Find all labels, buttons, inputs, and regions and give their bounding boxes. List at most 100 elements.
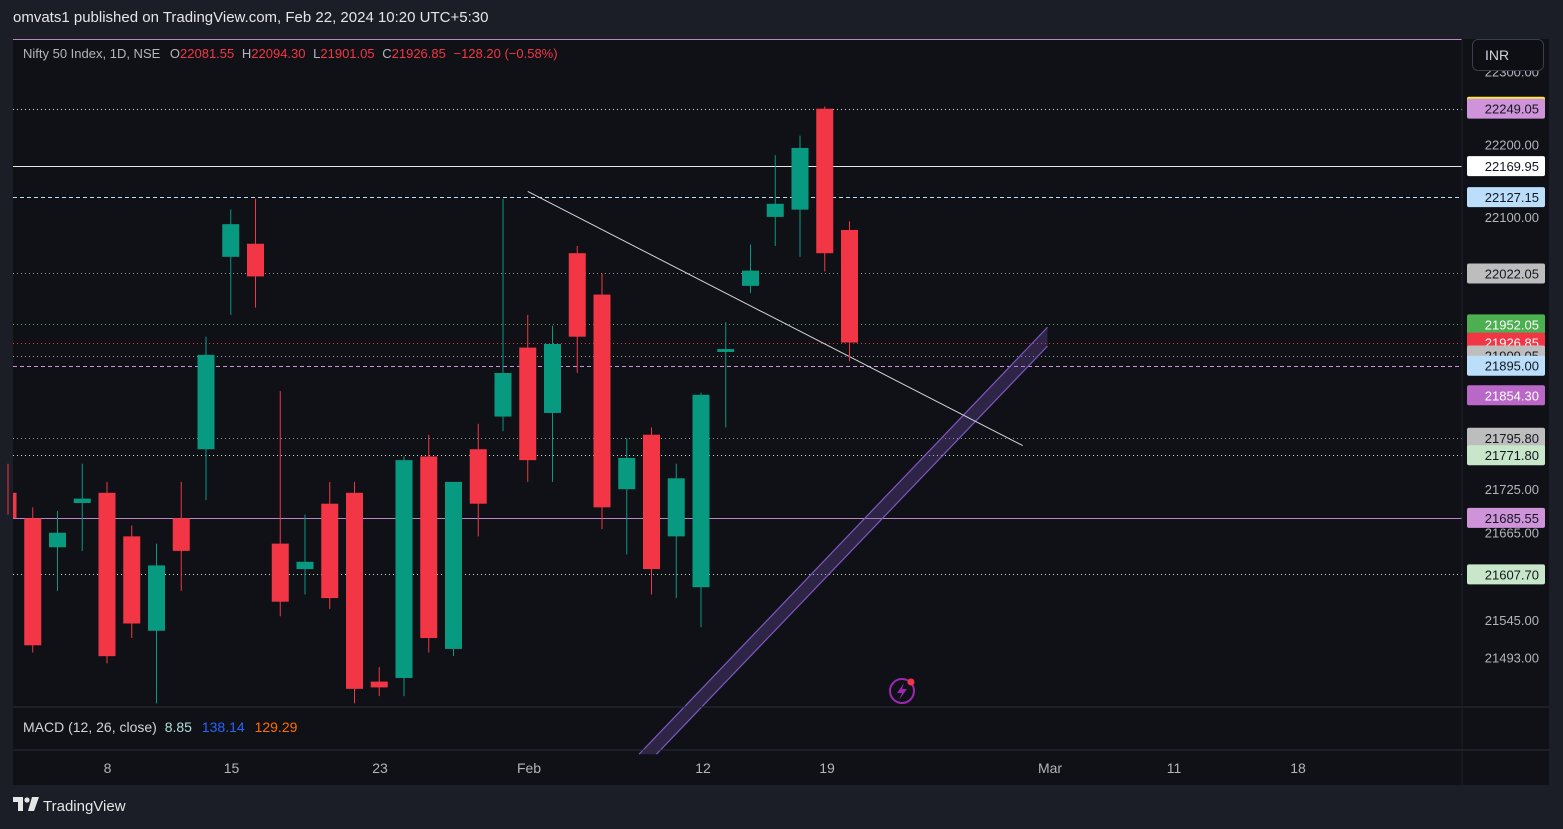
- candle-up: [222, 209, 240, 315]
- candle-down: [593, 273, 611, 530]
- candle-body: [593, 294, 611, 508]
- y-tick-label: 21493.00: [1485, 651, 1539, 666]
- x-tick-label: 15: [224, 760, 240, 776]
- x-axis[interactable]: 8 15 23 Feb 12 19 Mar 11 18: [104, 760, 1306, 776]
- macd-label: MACD (12, 26, close): [23, 719, 157, 735]
- candle-body: [618, 457, 636, 490]
- footer-logo[interactable]: TradingView: [13, 797, 126, 815]
- candle-up: [445, 481, 462, 657]
- candle-down: [568, 245, 586, 373]
- open-value: 22081.55: [180, 46, 235, 61]
- macd-histogram-value: 129.29: [254, 719, 298, 735]
- price-label: 21854.30: [1467, 385, 1545, 406]
- candle-body: [568, 253, 586, 337]
- candle-body: [395, 460, 413, 678]
- symbol-name: Nifty 50 Index, 1D, NSE: [23, 46, 161, 61]
- lightning-icon[interactable]: [889, 678, 915, 704]
- open-label: O: [169, 46, 181, 61]
- candle-up: [197, 336, 215, 501]
- candle-down: [98, 481, 116, 664]
- x-tick-label: 18: [1290, 760, 1306, 776]
- x-tick-label: 11: [1167, 760, 1182, 776]
- y-tick-label: 21725.00: [1485, 482, 1539, 497]
- price-label-bg: [1467, 187, 1545, 208]
- candle-body: [816, 108, 834, 254]
- y-tick-label: 21665.00: [1485, 526, 1539, 541]
- price-label-text: 21854.30: [1485, 388, 1539, 403]
- candle-body: [841, 229, 858, 343]
- price-labels: 22251.7022249.0522169.9522127.1522022.05…: [1467, 96, 1545, 585]
- candle-up: [692, 392, 710, 628]
- candle-body: [24, 518, 42, 646]
- price-label-text: 22127.15: [1485, 190, 1539, 205]
- x-tick-label: 19: [819, 760, 835, 776]
- tradingview-logo-icon: [13, 797, 39, 815]
- y-tick-label: 22100.00: [1485, 210, 1539, 225]
- candle-body: [222, 224, 240, 257]
- price-label: 21795.80: [1467, 427, 1545, 448]
- drawings-layer: [527, 191, 1048, 755]
- symbol-legend[interactable]: Nifty 50 Index, 1D, NSE O22081.55 H22094…: [23, 46, 558, 61]
- candle-up: [742, 244, 759, 294]
- candle-body: [494, 373, 512, 417]
- candle-up: [395, 456, 413, 697]
- x-tick-label: 12: [695, 760, 711, 776]
- candle-up: [148, 543, 165, 704]
- macd-value: 8.85: [164, 719, 192, 735]
- candle-down: [172, 481, 190, 591]
- candle-up: [717, 322, 735, 428]
- y-tick-label: 21545.00: [1485, 613, 1539, 628]
- candle-down: [370, 667, 388, 697]
- price-label-bg: [1467, 314, 1545, 335]
- candle-down: [123, 525, 141, 639]
- candle-body: [73, 498, 91, 503]
- candle-down: [420, 434, 438, 653]
- price-label-text: 21952.05: [1485, 317, 1539, 332]
- candle-up: [618, 438, 636, 555]
- candle-up: [766, 155, 784, 246]
- price-label-text: 22249.05: [1485, 102, 1539, 117]
- candle-up: [296, 514, 314, 595]
- low-label: L: [313, 46, 321, 61]
- y-axis[interactable]: 22300.0022200.0022100.0021725.0021665.00…: [1485, 65, 1539, 666]
- chart-frame: [13, 39, 1549, 785]
- candle-body: [197, 354, 215, 450]
- candle-down: [346, 481, 363, 704]
- price-label: 21607.70: [1467, 564, 1545, 585]
- candles-layer: [7, 106, 858, 704]
- candle-body: [247, 243, 264, 277]
- channel-upper-line: [638, 326, 1048, 755]
- candle-up: [49, 510, 66, 591]
- macd-legend[interactable]: MACD (12, 26, close) 8.85 138.14 129.29: [23, 719, 297, 735]
- candle-down: [519, 314, 537, 482]
- candle-body: [49, 532, 66, 548]
- candle-body: [643, 434, 660, 570]
- candle-up: [73, 463, 91, 551]
- price-label-text: 22022.05: [1485, 266, 1539, 281]
- price-label-bg: [1467, 427, 1545, 448]
- candle-up: [791, 135, 809, 257]
- levels-layer: [13, 39, 1462, 575]
- price-label-text: 21771.80: [1485, 448, 1539, 463]
- price-label-bg: [1467, 507, 1545, 528]
- candle-body: [742, 270, 759, 286]
- candle-body: [519, 347, 537, 461]
- macd-signal-value: 138.14: [201, 719, 245, 735]
- candle-body: [13, 492, 17, 519]
- candle-up: [494, 198, 512, 432]
- x-tick-label: Mar: [1038, 760, 1062, 776]
- footer-brand: TradingView: [43, 797, 126, 815]
- currency-button[interactable]: INR: [1472, 39, 1544, 71]
- candle-body: [346, 492, 363, 689]
- candle-down: [321, 481, 339, 609]
- price-label-text: 22169.95: [1485, 159, 1539, 174]
- candle-body: [271, 543, 289, 602]
- candle-down: [271, 391, 289, 617]
- candle-body: [445, 481, 462, 649]
- price-label-bg: [1467, 385, 1545, 406]
- change-value: −128.20 (−0.58%): [453, 46, 558, 61]
- candle-body: [544, 343, 561, 413]
- price-label: 22249.05: [1467, 98, 1545, 119]
- candle-down: [816, 106, 834, 272]
